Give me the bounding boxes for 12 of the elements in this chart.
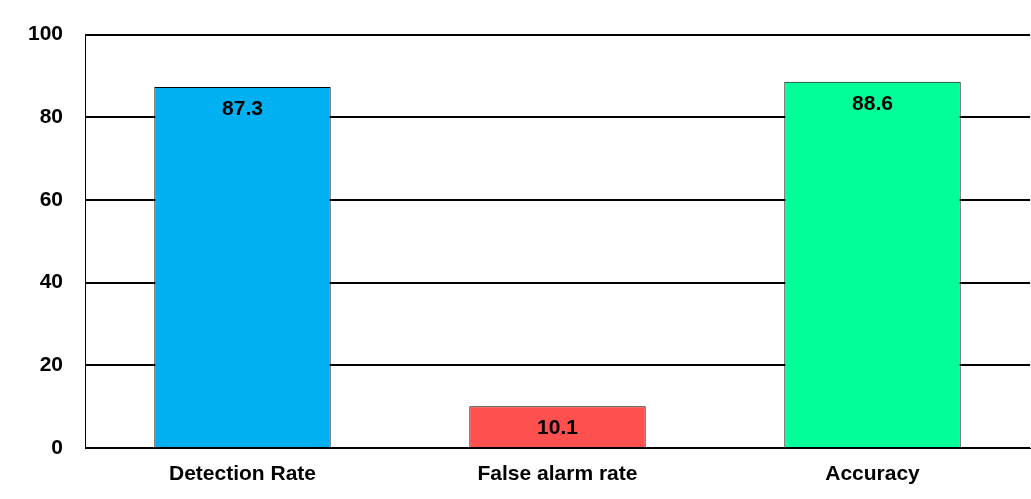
y-tick-label: 20 [39, 352, 63, 376]
data-label: 87.3 [222, 95, 263, 119]
y-tick-label: 80 [39, 104, 63, 128]
y-tick-label: 100 [27, 21, 63, 45]
y-tick-label: 0 [51, 434, 63, 458]
y-tick-label: 40 [39, 269, 63, 293]
x-tick-label: Detection Rate [168, 461, 317, 485]
x-tick-label: False alarm rate [477, 461, 638, 485]
data-label: 88.6 [852, 90, 893, 114]
y-tick-label: 60 [39, 186, 63, 210]
data-label: 10.1 [537, 415, 579, 439]
x-tick-label: Accuracy [825, 461, 921, 485]
